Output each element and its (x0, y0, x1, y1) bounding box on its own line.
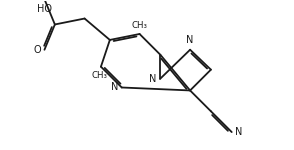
Text: N: N (111, 82, 119, 93)
Text: N: N (148, 74, 156, 84)
Text: CH₃: CH₃ (132, 21, 148, 30)
Text: HO: HO (37, 4, 52, 14)
Text: N: N (235, 127, 243, 137)
Text: N: N (186, 35, 194, 45)
Text: CH₃: CH₃ (91, 71, 107, 80)
Text: O: O (33, 45, 41, 55)
